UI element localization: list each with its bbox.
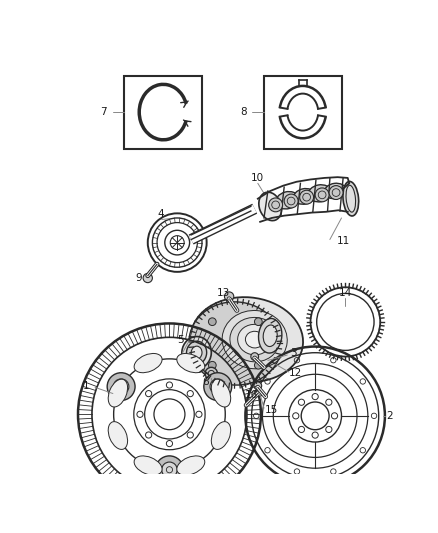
- Ellipse shape: [134, 353, 162, 373]
- Circle shape: [143, 273, 152, 282]
- Text: 12: 12: [288, 368, 302, 378]
- Circle shape: [113, 379, 129, 394]
- Ellipse shape: [189, 302, 282, 385]
- Text: 5: 5: [177, 335, 184, 345]
- Ellipse shape: [182, 336, 211, 369]
- Ellipse shape: [263, 325, 277, 346]
- Circle shape: [251, 353, 258, 360]
- Circle shape: [208, 361, 216, 369]
- Circle shape: [254, 318, 262, 326]
- Bar: [124, 76, 202, 149]
- Ellipse shape: [308, 185, 331, 202]
- Ellipse shape: [276, 191, 299, 209]
- Text: 7: 7: [100, 107, 107, 117]
- Ellipse shape: [245, 332, 264, 348]
- Circle shape: [155, 456, 184, 483]
- Bar: [264, 76, 342, 149]
- Circle shape: [284, 194, 298, 208]
- Ellipse shape: [230, 318, 279, 362]
- Ellipse shape: [346, 185, 356, 212]
- Circle shape: [205, 367, 218, 379]
- Ellipse shape: [259, 192, 282, 221]
- Text: 16: 16: [245, 390, 258, 400]
- Text: 6: 6: [202, 377, 209, 387]
- Circle shape: [329, 185, 343, 199]
- Text: 10: 10: [251, 173, 265, 183]
- Ellipse shape: [187, 341, 207, 364]
- Text: 15: 15: [265, 406, 279, 415]
- Ellipse shape: [211, 422, 231, 449]
- Text: 2: 2: [386, 411, 393, 421]
- Text: 11: 11: [336, 236, 350, 246]
- Circle shape: [208, 318, 216, 326]
- Circle shape: [204, 373, 232, 400]
- Ellipse shape: [191, 297, 303, 382]
- Text: 14: 14: [339, 288, 352, 298]
- Ellipse shape: [293, 189, 315, 204]
- Ellipse shape: [191, 346, 202, 359]
- Text: 9: 9: [135, 273, 142, 283]
- Text: 13: 13: [217, 288, 230, 298]
- Ellipse shape: [325, 183, 346, 199]
- Circle shape: [224, 292, 234, 301]
- Ellipse shape: [343, 181, 359, 216]
- Ellipse shape: [177, 353, 205, 373]
- Text: 3: 3: [290, 348, 297, 358]
- Ellipse shape: [222, 311, 287, 369]
- Circle shape: [300, 190, 314, 204]
- Circle shape: [268, 198, 283, 212]
- Ellipse shape: [211, 379, 231, 407]
- Circle shape: [162, 462, 177, 478]
- Text: 1: 1: [82, 381, 89, 391]
- Text: 8: 8: [240, 107, 247, 117]
- Circle shape: [210, 379, 226, 394]
- Ellipse shape: [108, 379, 127, 407]
- Circle shape: [107, 373, 135, 400]
- Text: 4: 4: [158, 209, 164, 219]
- Ellipse shape: [177, 456, 205, 475]
- Circle shape: [315, 188, 329, 202]
- Circle shape: [255, 389, 262, 397]
- Ellipse shape: [258, 319, 282, 353]
- Ellipse shape: [108, 422, 127, 449]
- Circle shape: [254, 382, 261, 390]
- Ellipse shape: [238, 325, 272, 355]
- Ellipse shape: [134, 456, 162, 475]
- Circle shape: [254, 361, 262, 369]
